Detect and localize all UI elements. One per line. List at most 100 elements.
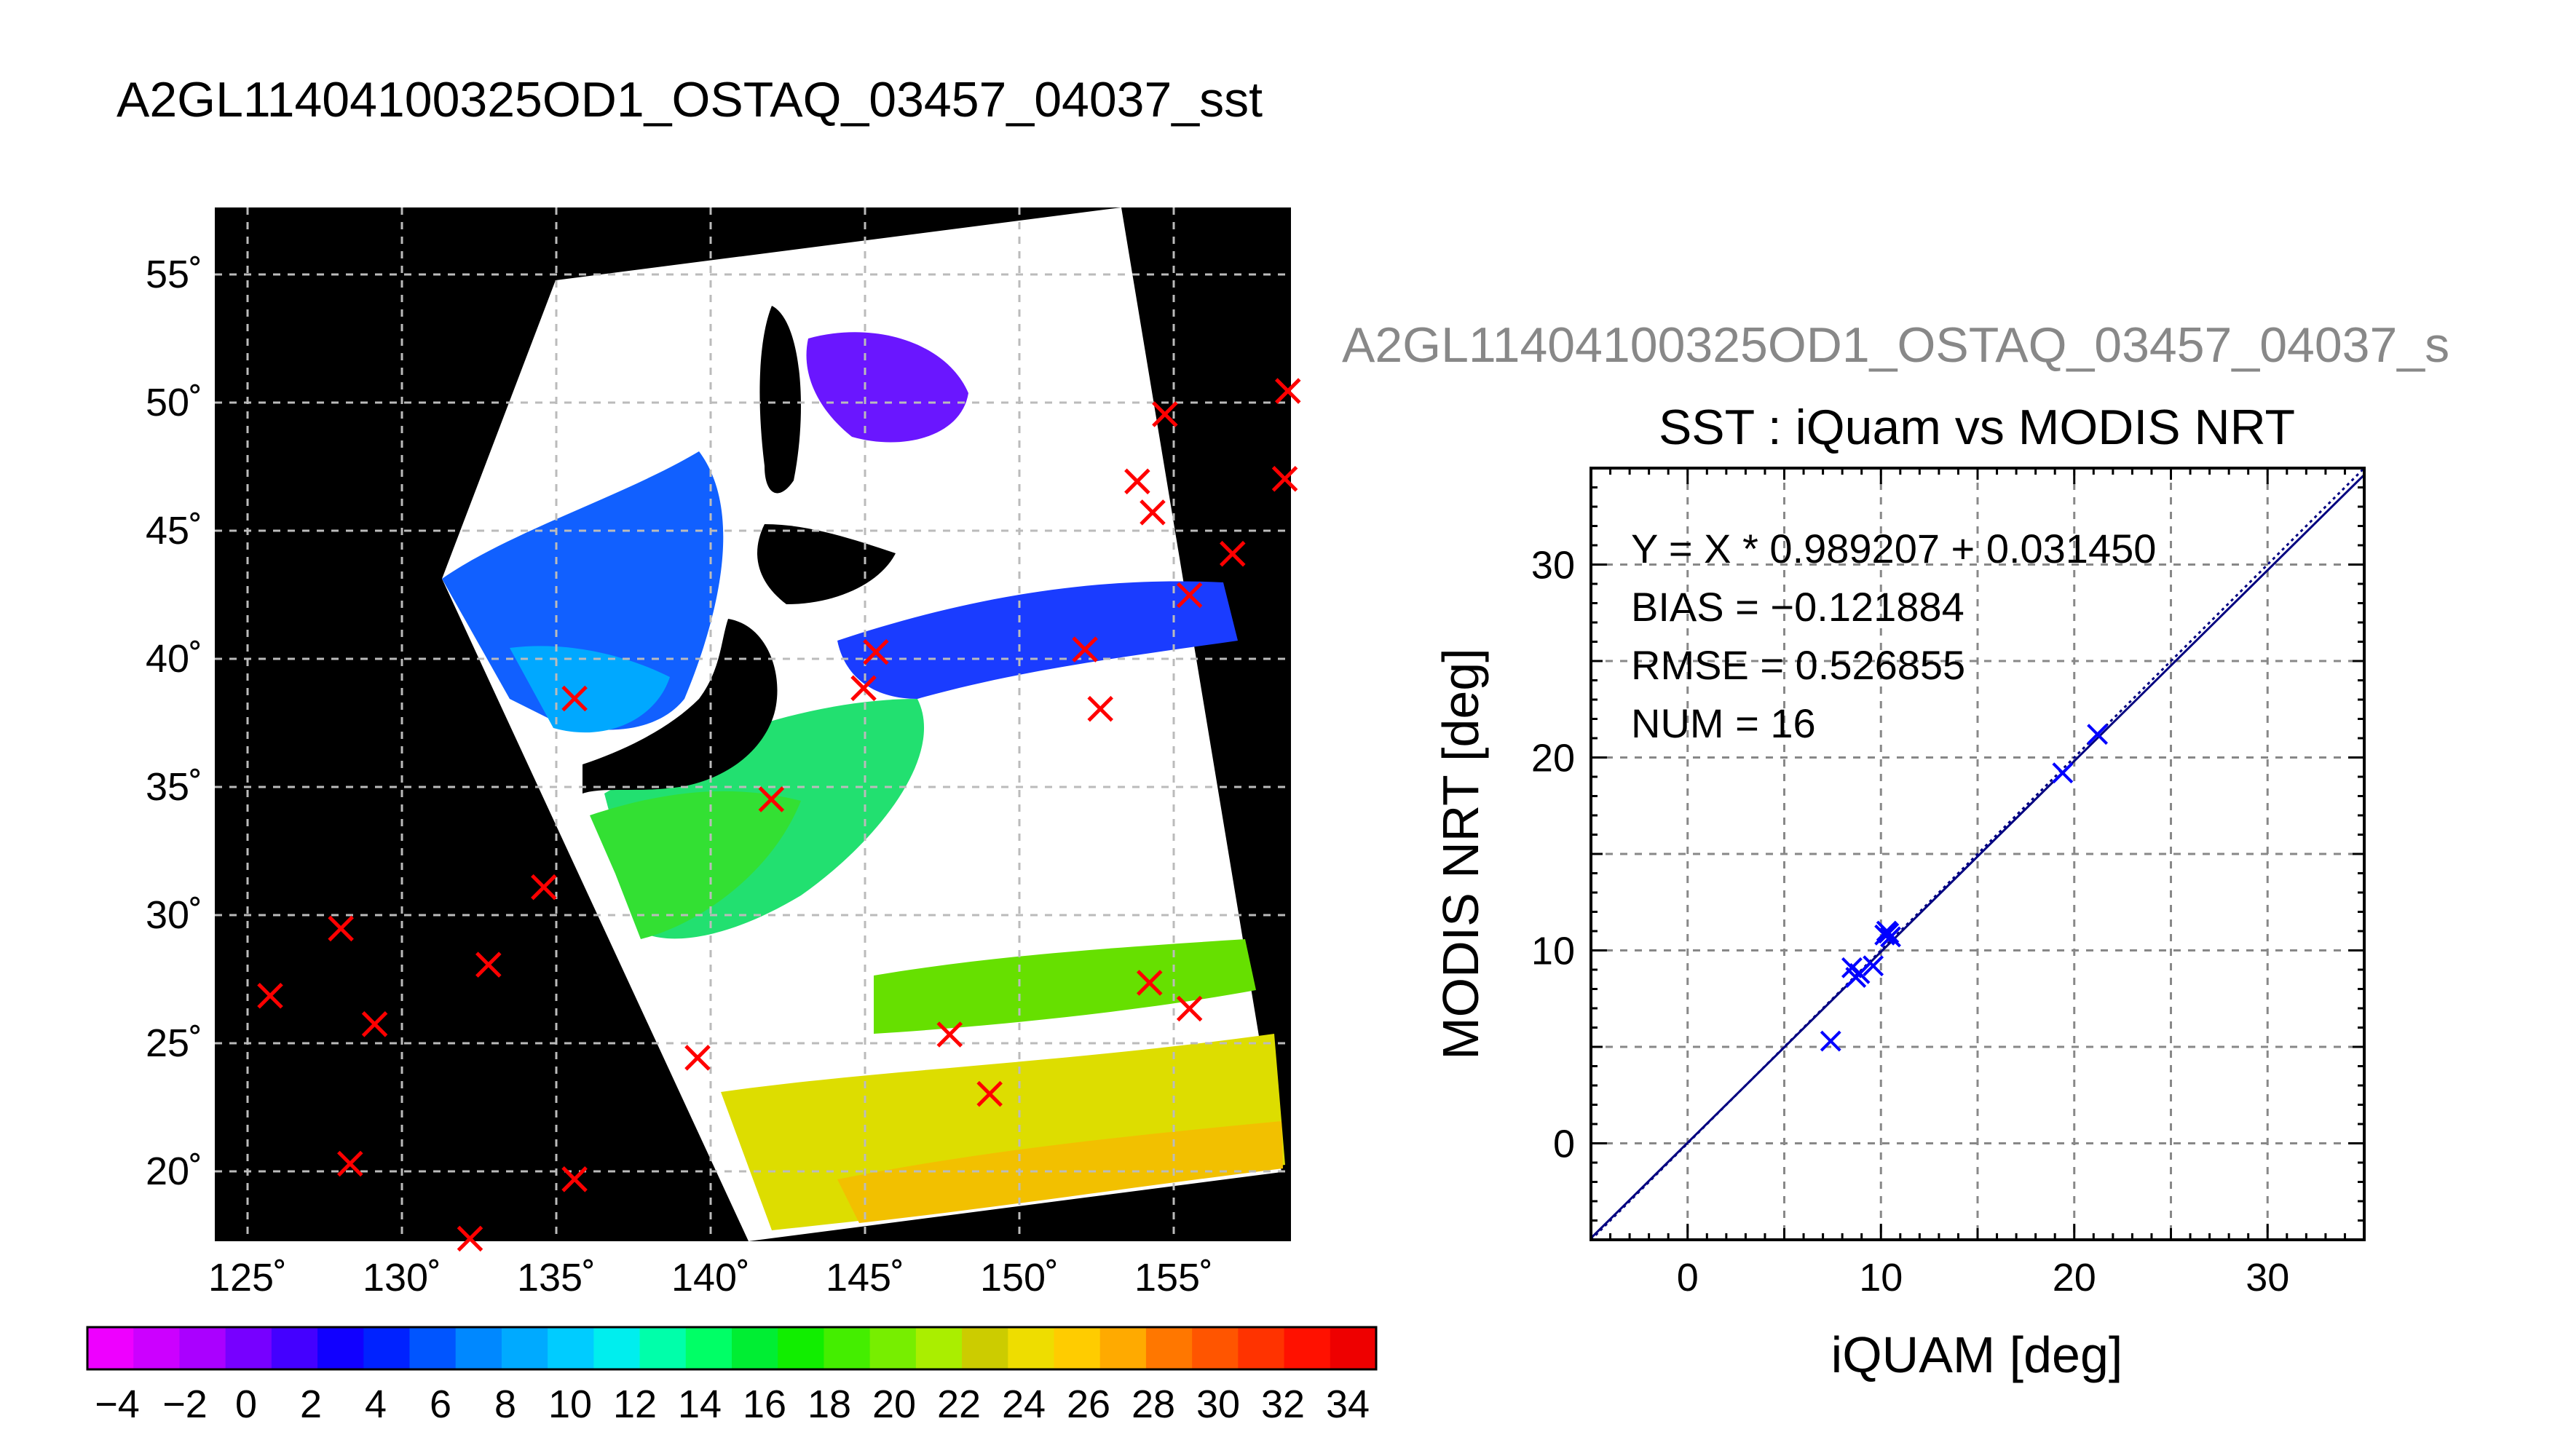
colorbar-label: 6 (430, 1382, 451, 1426)
colorbar-label: 14 (678, 1382, 722, 1426)
y-tick-label: 30 (1531, 544, 1575, 587)
colorbar-label: 0 (235, 1382, 257, 1426)
lon-label: 125˚ (208, 1256, 287, 1299)
map-marker (257, 982, 283, 1009)
lon-label: 155˚ (1134, 1256, 1213, 1299)
lon-label: 140˚ (671, 1256, 750, 1299)
map-marker (1136, 970, 1163, 996)
colorbar-cell (455, 1327, 502, 1369)
map-marker (1275, 378, 1301, 404)
colorbar-cell (363, 1327, 410, 1369)
lat-label: 45˚ (146, 509, 202, 553)
colorbar-cell (824, 1327, 871, 1369)
land-japan-honshu (583, 619, 778, 794)
map-marker (1087, 695, 1113, 722)
map-marker (1176, 995, 1203, 1022)
sst-region-kuroshio-green (590, 791, 801, 939)
fit-line (1590, 474, 2366, 1239)
map-marker (1176, 582, 1203, 609)
scatter-points (1820, 724, 2109, 1052)
colorbar-cell (1192, 1327, 1239, 1369)
lat-label: 20˚ (146, 1150, 202, 1193)
lon-label: 135˚ (517, 1256, 596, 1299)
x-tick-label: 0 (1677, 1256, 1699, 1299)
scatter-x-axis-label: iQUAM [deg] (1831, 1326, 2123, 1383)
colorbar-cell (1145, 1327, 1193, 1369)
map-marker (1219, 540, 1246, 567)
colorbar-cell (639, 1327, 687, 1369)
page-title: A2GL11404100325OD1_OSTAQ_03457_04037_sst (117, 72, 1263, 127)
colorbar-cell (317, 1327, 364, 1369)
colorbar-cell (409, 1327, 457, 1369)
scatter-top-title: A2GL11404100325OD1_OSTAQ_03457_04037_s (1342, 317, 2449, 373)
map-marker (561, 1166, 588, 1192)
colorbar-cell (962, 1327, 1008, 1369)
scatter-point (1849, 962, 1871, 984)
land-sakhalin (759, 306, 801, 494)
map-marker (561, 685, 588, 712)
colorbar-frame (86, 1326, 1378, 1371)
colorbar-cell (593, 1327, 641, 1369)
colorbar-cell (1284, 1327, 1331, 1369)
scatter-point (1820, 1030, 1841, 1052)
colorbar-cells (87, 1327, 1377, 1369)
colorbar-cell (915, 1327, 963, 1369)
colorbar-label: 8 (494, 1382, 516, 1426)
scatter-y-axis-label: MODIS NRT [deg] (1432, 648, 1489, 1059)
colorbar: −4 −2 0 2 4 6 8 10 12 14 16 18 20 22 24 … (86, 1326, 1378, 1426)
colorbar-cell (685, 1327, 732, 1369)
map-marker (1152, 401, 1178, 427)
colorbar-label: 30 (1196, 1382, 1240, 1426)
x-tick-label: 30 (2246, 1256, 2289, 1299)
colorbar-labels: −4 −2 0 2 4 6 8 10 12 14 16 18 20 22 24 … (95, 1382, 1370, 1426)
colorbar-cell (87, 1327, 134, 1369)
scatter-point (1876, 920, 1898, 942)
scatter-point (2087, 724, 2109, 745)
map-marker (1271, 465, 1298, 492)
colorbar-label: 34 (1326, 1382, 1370, 1426)
scatter-tick-marks (1590, 467, 2366, 1241)
colorbar-label: 32 (1261, 1382, 1305, 1426)
sst-region-japan-sea (442, 451, 724, 730)
sst-region-japan-sea-south (510, 646, 670, 733)
colorbar-label: 24 (1002, 1382, 1046, 1426)
colorbar-cell (1008, 1327, 1054, 1369)
lat-label: 50˚ (146, 381, 202, 424)
map-marker (328, 915, 354, 942)
map-marker (850, 675, 877, 702)
sst-region-north-pacific-blue (837, 581, 1238, 699)
map-marker (457, 1225, 483, 1252)
lon-label: 145˚ (826, 1256, 904, 1299)
scatter-title: SST : iQuam vs MODIS NRT (1659, 400, 2295, 455)
map-marker (1124, 468, 1150, 495)
colorbar-label: 2 (300, 1382, 322, 1426)
map-marker (361, 1011, 388, 1037)
stats-equation: Y = X * 0.989207 + 0.031450 (1631, 526, 2156, 571)
sst-region-subtropical-green (874, 939, 1256, 1034)
colorbar-label: 12 (613, 1382, 657, 1426)
land-hokkaido (757, 524, 896, 604)
colorbar-label: −4 (95, 1382, 140, 1426)
map-lat-labels: 55˚ 50˚ 45˚ 40˚ 35˚ 30˚ 25˚ 20˚ (146, 253, 202, 1193)
colorbar-cell (732, 1327, 778, 1369)
map-marker (531, 874, 557, 901)
map-marker (475, 951, 502, 978)
map-lon-labels: 125˚ 130˚ 135˚ 140˚ 145˚ 150˚ 155˚ (208, 1256, 1213, 1299)
colorbar-cell (501, 1327, 548, 1369)
scatter-point (2052, 762, 2074, 784)
colorbar-cell (778, 1327, 824, 1369)
colorbar-label: 4 (365, 1382, 387, 1426)
stats-bias: BIAS = −0.121884 (1631, 584, 1964, 630)
map-gridlines (215, 207, 1291, 1241)
lat-label: 35˚ (146, 765, 202, 809)
sst-region-okhotsk (806, 332, 968, 443)
map-marker (1140, 499, 1166, 526)
scatter-gridlines (1591, 468, 2364, 1240)
lat-label: 55˚ (146, 253, 202, 296)
stats-num: NUM = 16 (1631, 700, 1816, 746)
x-tick-label: 20 (2053, 1256, 2096, 1299)
colorbar-label: 26 (1067, 1382, 1110, 1426)
colorbar-label: 20 (872, 1382, 916, 1426)
colorbar-label: 10 (548, 1382, 592, 1426)
